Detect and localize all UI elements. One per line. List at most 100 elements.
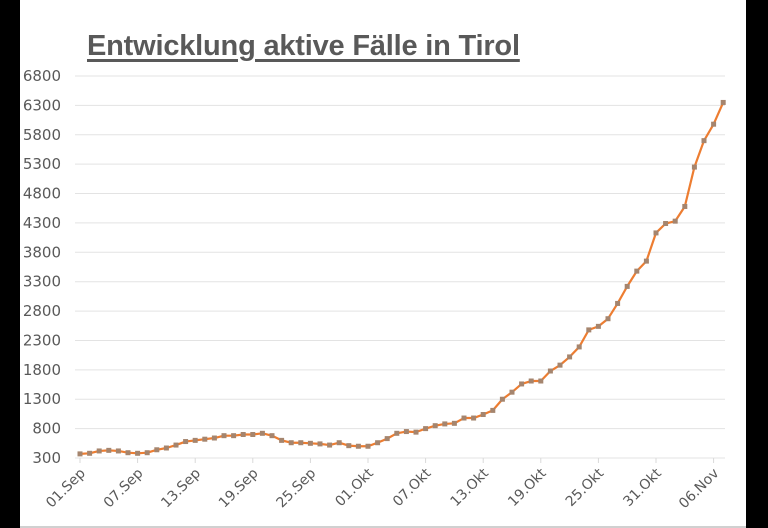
data-point-marker (144, 450, 150, 456)
x-tick-label: 31.Okt (620, 465, 665, 510)
y-tick-label: 3800 (23, 243, 61, 261)
data-point-marker (231, 433, 237, 439)
data-point-marker (240, 431, 246, 437)
data-point-marker (490, 407, 496, 413)
data-point-marker (663, 221, 669, 227)
y-tick-label: 300 (32, 449, 61, 467)
data-point-marker (269, 433, 275, 439)
data-point-marker (202, 436, 208, 442)
y-tick-label: 1800 (23, 361, 61, 379)
y-tick-label: 4300 (23, 214, 61, 232)
x-tick-label: 25.Sep (274, 465, 320, 511)
x-tick-label: 19.Okt (505, 465, 550, 510)
data-point-marker (528, 378, 534, 384)
y-tick-label: 1300 (23, 390, 61, 408)
data-point-marker (682, 203, 688, 209)
data-point-marker (365, 443, 371, 449)
data-point-marker (125, 450, 131, 456)
data-point-marker (509, 389, 515, 395)
data-point-marker (480, 412, 486, 418)
data-point-marker (653, 230, 659, 236)
data-point-marker (461, 415, 467, 421)
gridlines (75, 75, 725, 459)
data-point-marker (384, 436, 390, 442)
y-tick-label: 2300 (23, 331, 61, 349)
data-point-marker (567, 354, 573, 360)
y-tick-label: 5300 (23, 155, 61, 173)
data-point-marker (557, 362, 563, 368)
y-tick-label: 4800 (23, 185, 61, 203)
y-axis-labels: 300 800 1300 1800 2300 2800 3300 3800 4300 4800 53… (23, 67, 61, 467)
data-point-marker (154, 447, 160, 453)
data-point-marker (135, 450, 141, 456)
data-point-marker (595, 323, 601, 329)
y-tick-label: 2800 (23, 302, 61, 320)
data-point-marker (413, 429, 419, 435)
x-tick-label: 07.Okt (390, 465, 435, 510)
data-point-marker (643, 258, 649, 264)
data-point-marker (163, 445, 169, 451)
data-point-marker (250, 431, 256, 437)
data-point-marker (615, 300, 621, 306)
x-axis-labels: 01.Sep 07.Sep 13.Sep 19.Sep 25.Sep 01.Okt 07.O… (43, 458, 722, 512)
data-point-marker (403, 429, 409, 435)
data-point-marker (634, 268, 640, 274)
data-point-marker (499, 396, 505, 402)
data-point-marker (394, 430, 400, 436)
data-point-marker (221, 433, 227, 439)
data-point-marker (259, 430, 265, 436)
data-point-marker (547, 368, 553, 374)
data-point-marker (346, 443, 352, 449)
data-point-marker (691, 164, 697, 170)
data-point-marker (211, 435, 217, 441)
data-point-marker (375, 440, 381, 446)
x-tick-label: 13.Okt (448, 465, 493, 510)
y-tick-label: 5800 (23, 126, 61, 144)
data-point-marker (173, 442, 179, 448)
data-point-marker (96, 448, 102, 454)
data-point-marker (106, 447, 112, 453)
data-point-marker (336, 440, 342, 446)
data-point-marker (355, 443, 361, 449)
data-point-marker (471, 415, 477, 421)
x-tick-label: 07.Sep (101, 465, 147, 511)
data-point-marker (307, 440, 313, 446)
x-tick-label: 19.Sep (216, 465, 262, 511)
data-point-marker (192, 437, 198, 443)
x-tick-label: 13.Sep (158, 465, 204, 511)
data-point-marker (77, 451, 83, 457)
data-point-marker (279, 437, 285, 443)
data-point-marker (586, 327, 592, 333)
y-tick-label: 3300 (23, 273, 61, 291)
data-point-marker (327, 442, 333, 448)
x-tick-label: 06.Nov (676, 466, 722, 512)
data-point-marker (605, 316, 611, 322)
y-tick-label: 800 (32, 420, 61, 438)
data-point-marker (288, 440, 294, 446)
data-point-marker (672, 218, 678, 224)
data-point-marker (701, 138, 707, 144)
data-point-marker (317, 441, 323, 447)
data-point-marker (711, 121, 717, 127)
x-tick-label: 25.Okt (563, 465, 608, 510)
series-line (79, 102, 725, 455)
data-point-marker (432, 423, 438, 429)
data-point-marker (423, 426, 429, 432)
data-point-marker (624, 283, 630, 289)
data-point-marker (576, 344, 582, 350)
chart-title: Entwicklung aktive Fälle in Tirol (87, 30, 520, 62)
data-point-marker (183, 439, 189, 445)
data-point-marker (538, 378, 544, 384)
x-tick-label: 01.Okt (332, 465, 377, 510)
y-tick-label: 6800 (23, 67, 61, 85)
data-series-active-cases (77, 99, 726, 457)
y-tick-label: 6300 (23, 96, 61, 114)
data-point-marker (442, 421, 448, 427)
data-point-marker (87, 450, 93, 456)
data-point-marker (451, 420, 457, 426)
data-point-marker (115, 448, 121, 454)
data-point-marker (298, 440, 304, 446)
data-point-marker (720, 99, 726, 105)
data-point-marker (519, 381, 525, 387)
